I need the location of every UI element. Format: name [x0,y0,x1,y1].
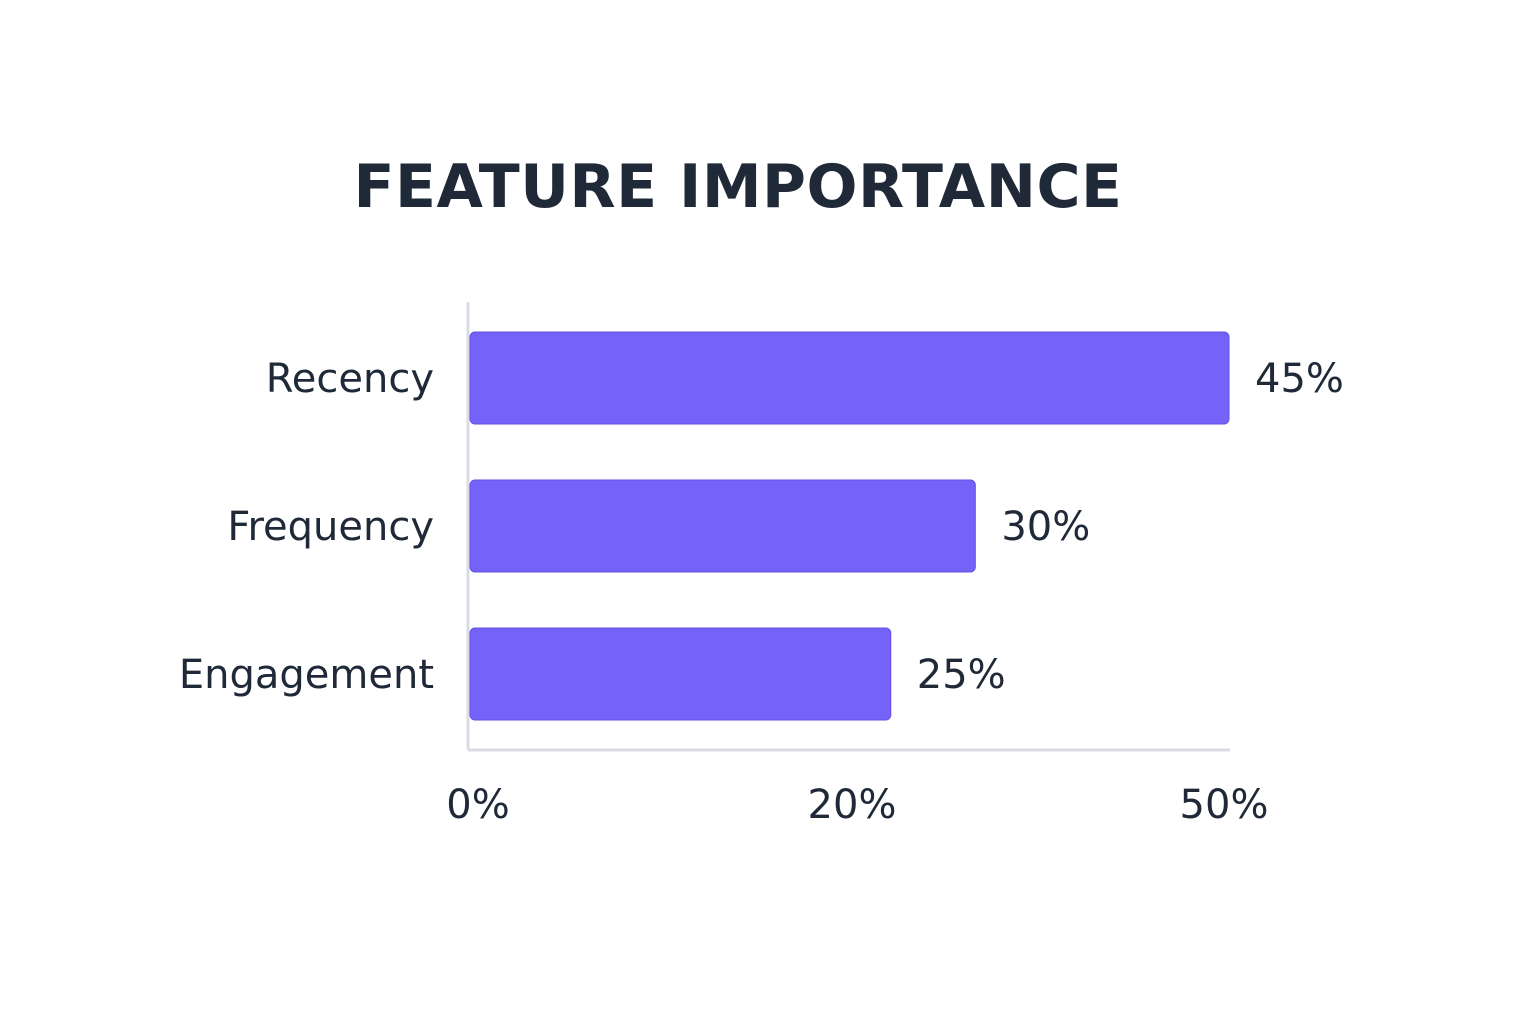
category-label-engagement: Engagement [179,652,434,698]
bar-recency [469,331,1230,425]
labels-layer: Recency 45% Frequency 30% Engagement 25% [179,356,1344,698]
chart-title: FEATURE IMPORTANCE [353,152,1123,222]
value-label-frequency: 30% [1001,504,1090,550]
axis-layer [466,302,1230,752]
value-label-recency: 45% [1255,356,1344,402]
category-label-frequency: Frequency [227,504,434,550]
bars-layer [469,331,1230,721]
x-tick-labels: 0% 20% 50% [446,782,1268,828]
x-tick-label: 50% [1180,782,1269,828]
category-label-recency: Recency [266,356,434,402]
bar-engagement [469,627,892,721]
x-tick-label: 20% [808,782,897,828]
x-tick-label: 0% [446,782,509,828]
bar-frequency [469,479,976,573]
value-label-engagement: 25% [917,652,1006,698]
